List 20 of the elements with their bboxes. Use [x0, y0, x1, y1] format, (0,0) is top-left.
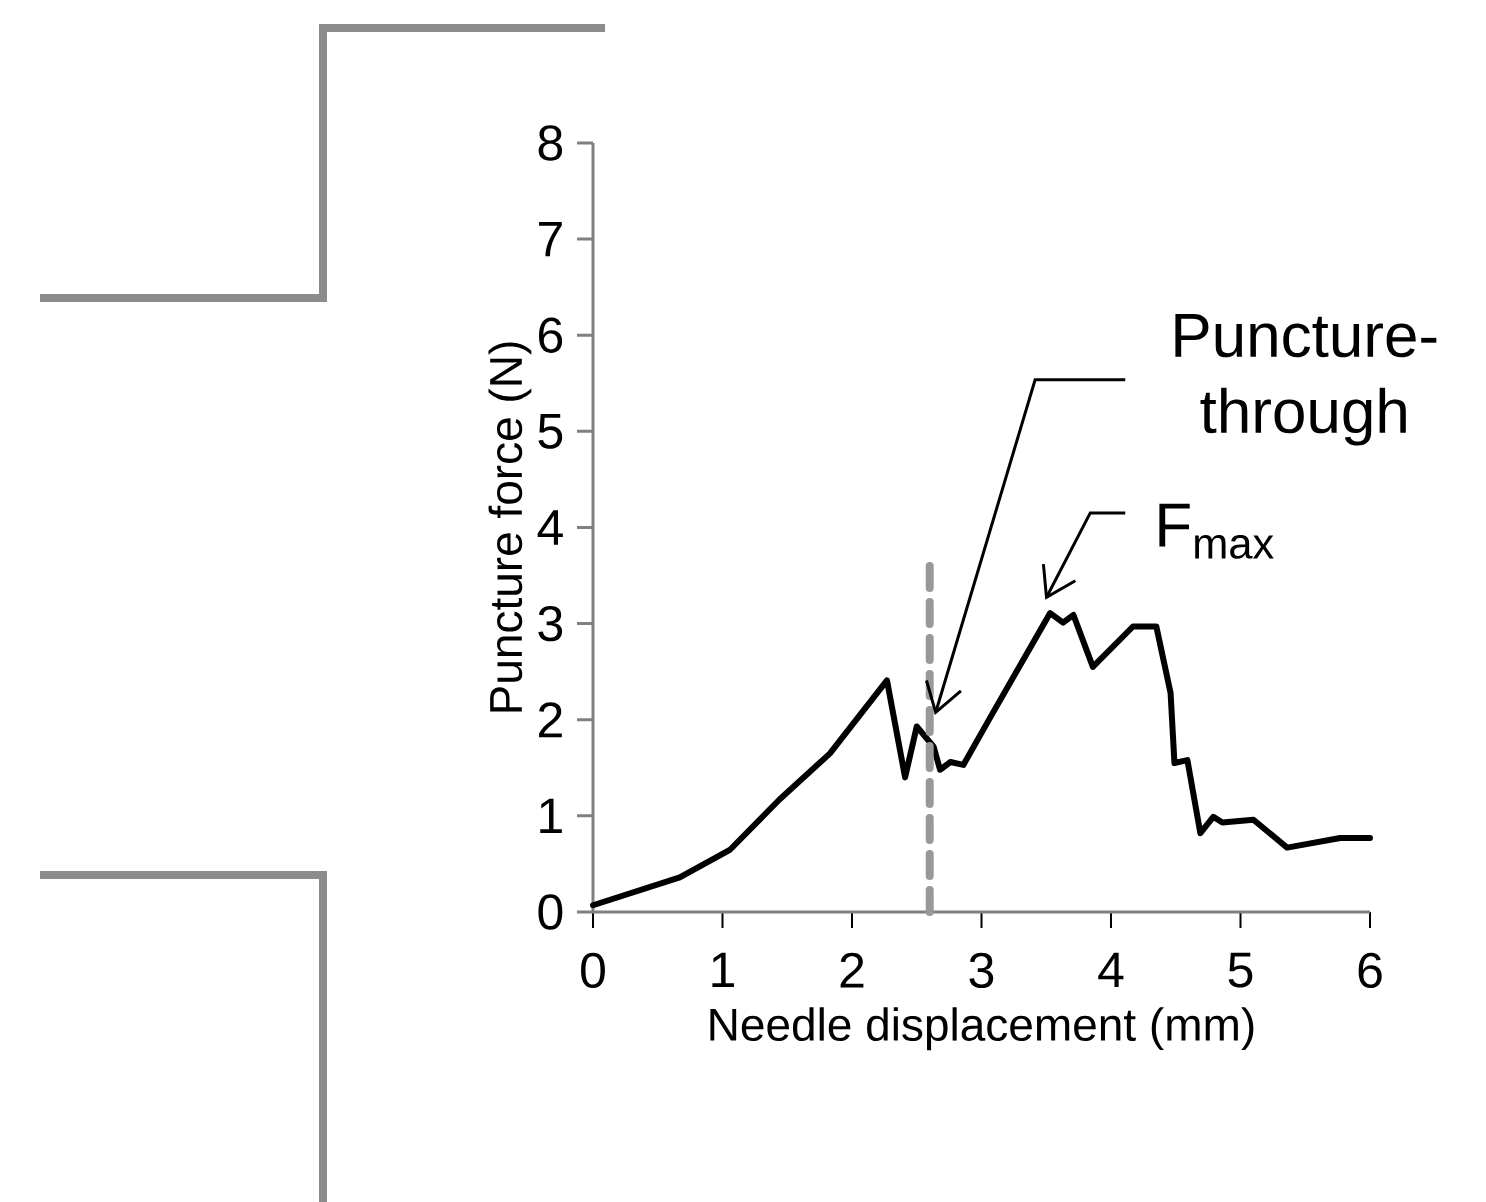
- y-tick-label: 4: [537, 510, 563, 545]
- x-axis-title: Needle displacement (mm): [710, 1007, 1254, 1051]
- y-tick-label: 5: [538, 413, 563, 449]
- y-axis-title: Puncture force (N): [488, 342, 532, 712]
- y-tick-label: 7: [539, 221, 562, 257]
- y-tick-label: 8: [538, 125, 563, 161]
- x-tick-label: 4: [1098, 952, 1124, 988]
- x-tick-label: 1: [712, 952, 734, 988]
- x-tick-label: 5: [1228, 952, 1253, 988]
- x-tick-label: 6: [1358, 952, 1382, 989]
- x-tick-label: 0: [581, 952, 605, 989]
- x-tick-label: 2: [840, 952, 864, 988]
- y-tick-label: 3: [538, 605, 563, 642]
- y-tick-label: 0: [538, 894, 563, 930]
- y-tick-label: 1: [540, 798, 562, 834]
- y-tick-label: 2: [539, 702, 562, 738]
- annotation: Puncture-through: [1175, 314, 1437, 446]
- x-tick-label: 3: [969, 952, 994, 989]
- annotation: F$_{max}$: [1159, 503, 1274, 559]
- y-tick-label: 6: [539, 317, 563, 353]
